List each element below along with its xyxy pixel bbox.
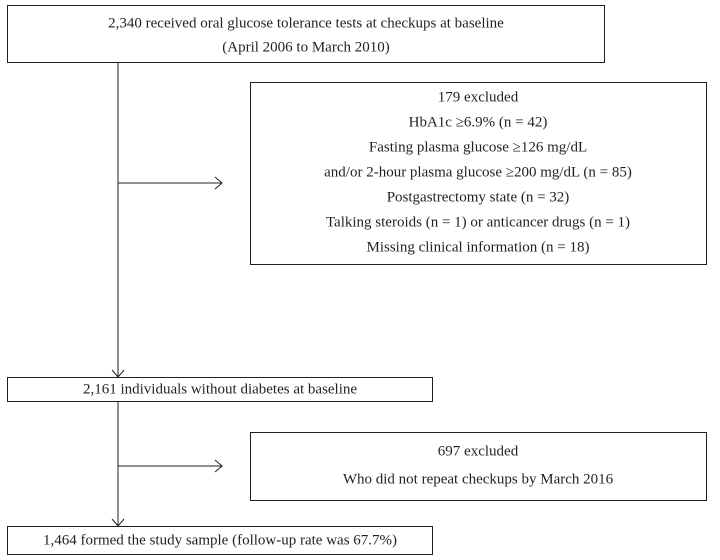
arrow-head [214,459,223,473]
box [7,377,433,402]
box-text: and/or 2-hour plasma glucose ≥200 mg/dL … [324,164,632,180]
box-text: Missing clinical information (n = 18) [366,239,589,255]
arrow-head [214,176,223,190]
box [250,432,707,501]
box-text: 179 excluded [438,89,519,105]
box [7,526,433,555]
box-text: 2,161 individuals without diabetes at ba… [83,381,357,397]
box-text: HbA1c ≥6.9% (n = 42) [409,114,548,130]
box-text: Fasting plasma glucose ≥126 mg/dL [369,139,587,155]
box-text: (April 2006 to March 2010) [222,39,389,55]
box-text: 697 excluded [438,443,519,459]
box-text: 1,464 formed the study sample (follow-up… [43,532,397,548]
box-text: Talking steroids (n = 1) or anticancer d… [326,214,630,230]
box [7,5,605,63]
box [250,82,707,265]
box-text: 2,340 received oral glucose tolerance te… [108,15,504,31]
box-text: Who did not repeat checkups by March 201… [343,471,614,487]
box-text: Postgastrectomy state (n = 32) [387,189,570,205]
